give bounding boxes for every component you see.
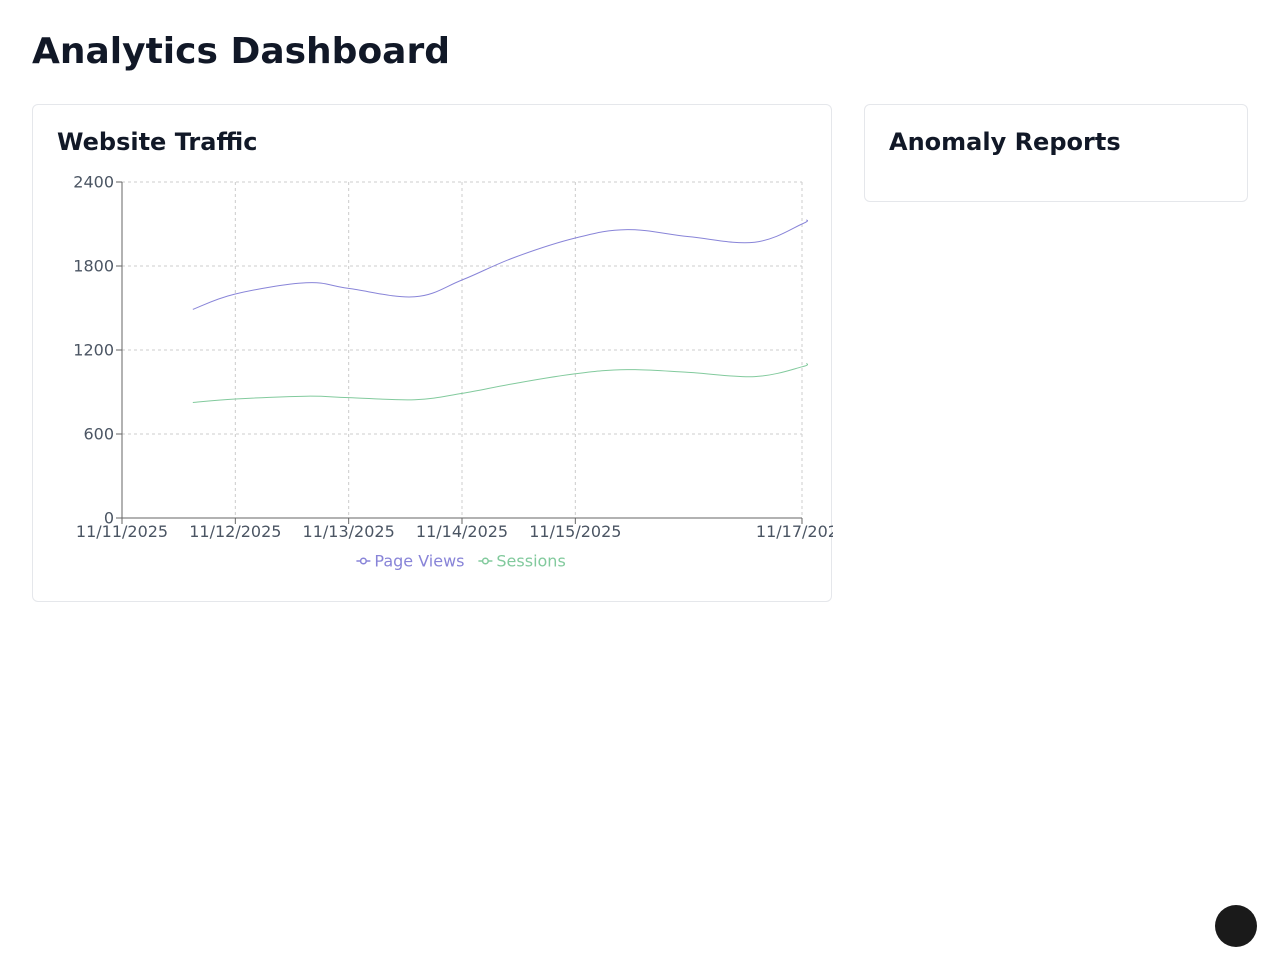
series-line-page-views bbox=[192, 219, 809, 310]
x-tick-label: 11/11/2025 bbox=[76, 522, 168, 541]
y-tick-label: 1800 bbox=[73, 257, 114, 276]
legend-icon-dot-page-views bbox=[359, 557, 367, 565]
x-tick-label: 11/15/2025 bbox=[529, 522, 621, 541]
anomaly-reports-card: Anomaly Reports bbox=[864, 104, 1248, 202]
legend-label-sessions: Sessions bbox=[496, 552, 565, 571]
floating-action-button[interactable] bbox=[1215, 905, 1257, 947]
x-tick-label: 11/13/2025 bbox=[303, 522, 395, 541]
website-traffic-title: Website Traffic bbox=[57, 128, 258, 156]
x-tick-label: 11/17/2025 bbox=[756, 522, 833, 541]
y-tick-label: 600 bbox=[83, 425, 114, 444]
traffic-line-chart: 0 600 1200 1800 2400 11/11/2025 11/12/2025 11/1… bbox=[73, 173, 833, 571]
x-tick-label: 11/12/2025 bbox=[189, 522, 281, 541]
website-traffic-card: Website Traffic 0 600 1200 1800 2400 11/11/20… bbox=[32, 104, 833, 602]
anomaly-reports-title: Anomaly Reports bbox=[889, 128, 1121, 156]
legend-label-page-views: Page Views bbox=[374, 552, 464, 571]
series-line-sessions bbox=[192, 362, 809, 403]
page-title: Analytics Dashboard bbox=[32, 31, 450, 72]
y-tick-label: 1200 bbox=[73, 341, 114, 360]
y-tick-label: 0 bbox=[104, 509, 114, 528]
y-tick-label: 2400 bbox=[73, 173, 114, 192]
legend-icon-dot-sessions bbox=[481, 557, 489, 565]
x-tick-label: 11/14/2025 bbox=[416, 522, 508, 541]
